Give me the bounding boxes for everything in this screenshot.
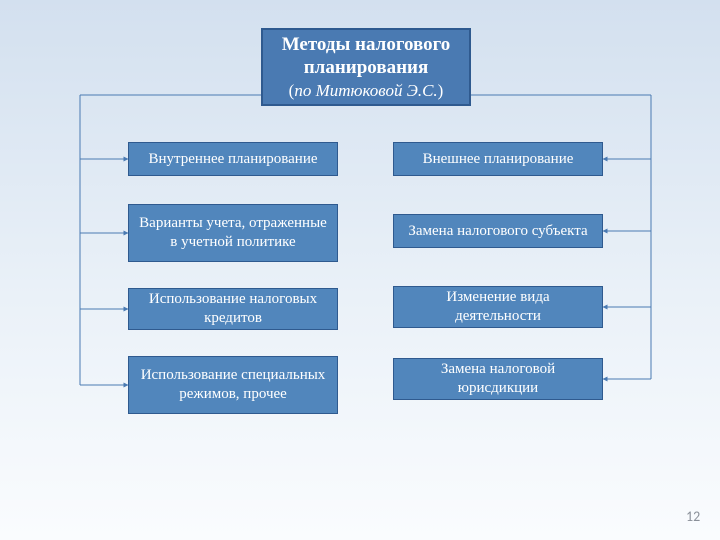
- right-item-2-label: Изменение вида деятельности: [402, 288, 594, 326]
- root-subtitle: (по Митюковой Э.С.): [289, 80, 444, 101]
- right-item-3: Замена налоговой юрисдикции: [393, 358, 603, 400]
- left-item-1: Варианты учета, отраженные в учетной пол…: [128, 204, 338, 262]
- right-item-1-label: Замена налогового субъекта: [408, 222, 587, 241]
- right-item-0-label: Внешнее планирование: [423, 150, 574, 169]
- left-item-0: Внутреннее планирование: [128, 142, 338, 176]
- root-box: Методы налогового планирования(по Митюко…: [261, 28, 471, 106]
- left-item-2-label: Использование налоговых кредитов: [137, 290, 329, 328]
- right-item-0: Внешнее планирование: [393, 142, 603, 176]
- left-item-3-label: Использование специальных режимов, проче…: [137, 366, 329, 404]
- left-item-2: Использование налоговых кредитов: [128, 288, 338, 330]
- right-item-1: Замена налогового субъекта: [393, 214, 603, 248]
- page-number: 12: [686, 508, 700, 525]
- right-item-3-label: Замена налоговой юрисдикции: [402, 360, 594, 398]
- right-item-2: Изменение вида деятельности: [393, 286, 603, 328]
- left-item-3: Использование специальных режимов, проче…: [128, 356, 338, 414]
- left-item-1-label: Варианты учета, отраженные в учетной пол…: [137, 214, 329, 252]
- left-item-0-label: Внутреннее планирование: [148, 150, 317, 169]
- root-title: Методы налогового планирования: [263, 33, 469, 81]
